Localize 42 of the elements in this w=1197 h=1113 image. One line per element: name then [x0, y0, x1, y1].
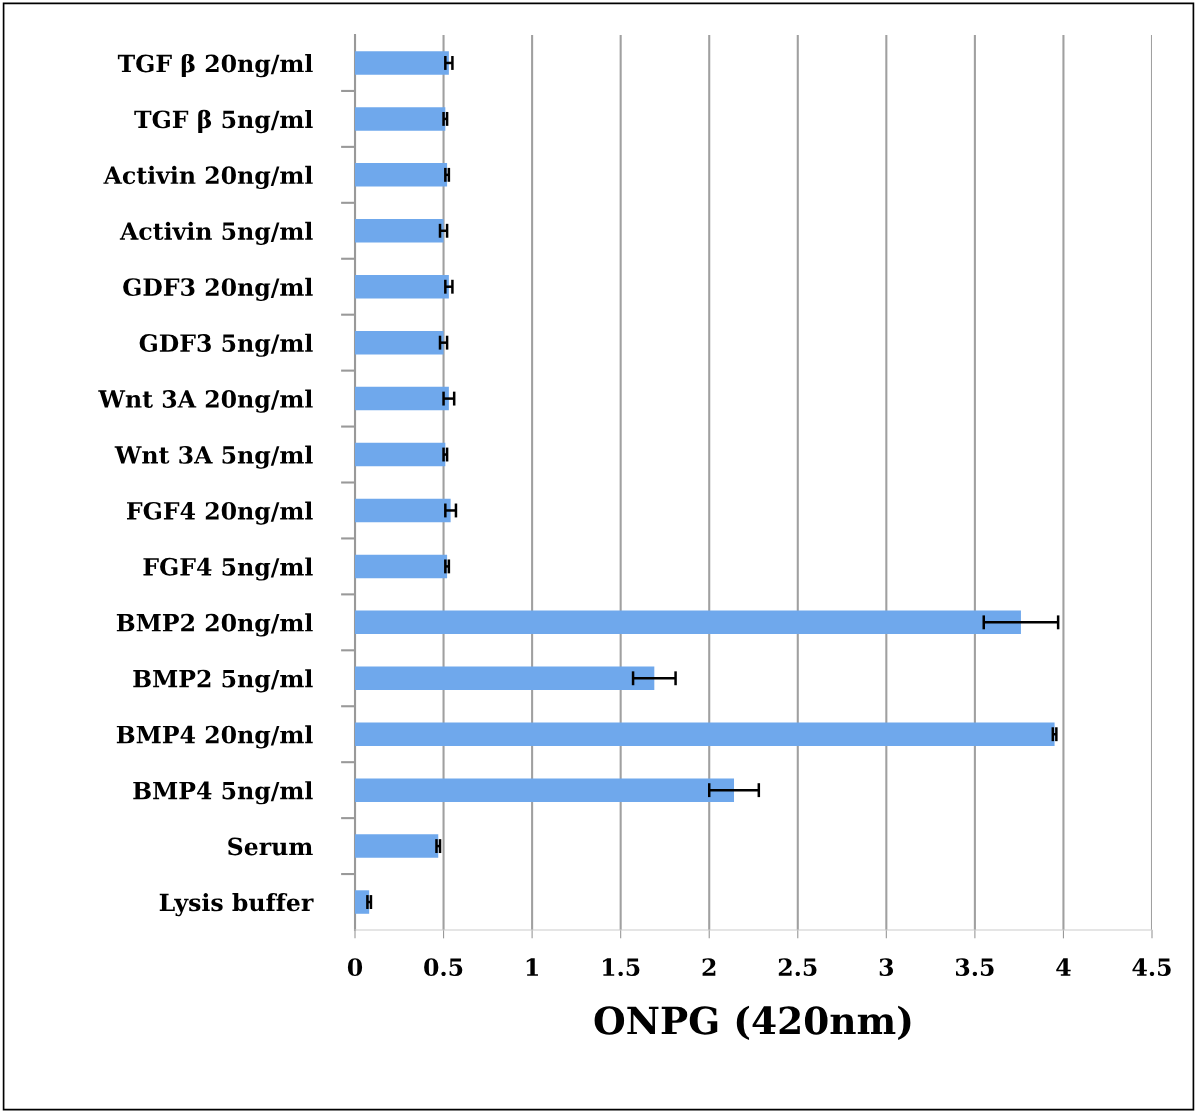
x-tick-label: 0 [347, 958, 363, 977]
x-tick-label: 4 [1056, 958, 1071, 976]
y-tick-label: FGF4 5ng/ml [143, 557, 313, 581]
bar [355, 610, 1021, 635]
bar [355, 107, 446, 131]
y-tick-label: FGF4 20ng/ml [126, 501, 313, 525]
y-tick-label: GDF3 20ng/ml [123, 277, 313, 301]
y-tick-label: Activin 5ng/ml [119, 221, 313, 245]
y-tick-label: Wnt 3A 5ng/ml [114, 445, 313, 469]
y-tick-label: BMP2 5ng/ml [133, 669, 313, 693]
y-tick-label: BMP4 5ng/ml [133, 781, 313, 805]
y-tick-label: TGF β 5ng/ml [134, 109, 313, 134]
x-tick-label: 2 [702, 958, 716, 976]
bar [355, 330, 444, 355]
bar [355, 554, 448, 579]
x-tick-label: 1 [526, 958, 538, 976]
x-tick-label: 2.5 [778, 958, 817, 977]
x-tick-label: 3.5 [956, 958, 994, 977]
bar [355, 666, 655, 691]
y-tick-label: Serum [228, 837, 313, 856]
bar [355, 51, 449, 75]
x-axis-title: ONPG (420nm) [594, 1005, 911, 1040]
y-tick-label: Wnt 3A 20ng/ml [98, 389, 313, 413]
y-tick-label: BMP4 20ng/ml [116, 725, 313, 749]
bar [355, 219, 444, 243]
y-tick-label: Activin 20ng/ml [103, 165, 313, 190]
y-tick-label: TGF β 20ng/ml [117, 53, 313, 78]
bar [355, 778, 735, 802]
x-tick-label: 1.5 [603, 958, 640, 977]
bar [355, 498, 451, 523]
y-tick-label: Lysis buffer [159, 893, 314, 917]
y-tick-label: GDF3 5ng/ml [139, 333, 313, 357]
bar [355, 163, 448, 187]
x-tick-label: 0.5 [424, 958, 463, 977]
bar [355, 722, 1055, 746]
bar [355, 386, 449, 411]
bar [355, 442, 446, 467]
x-tick-label: 4.5 [1132, 958, 1171, 977]
bar [355, 274, 449, 299]
x-tick-label: 3 [879, 958, 894, 977]
y-tick-label: BMP2 20ng/ml [116, 613, 313, 637]
bar [355, 834, 439, 858]
